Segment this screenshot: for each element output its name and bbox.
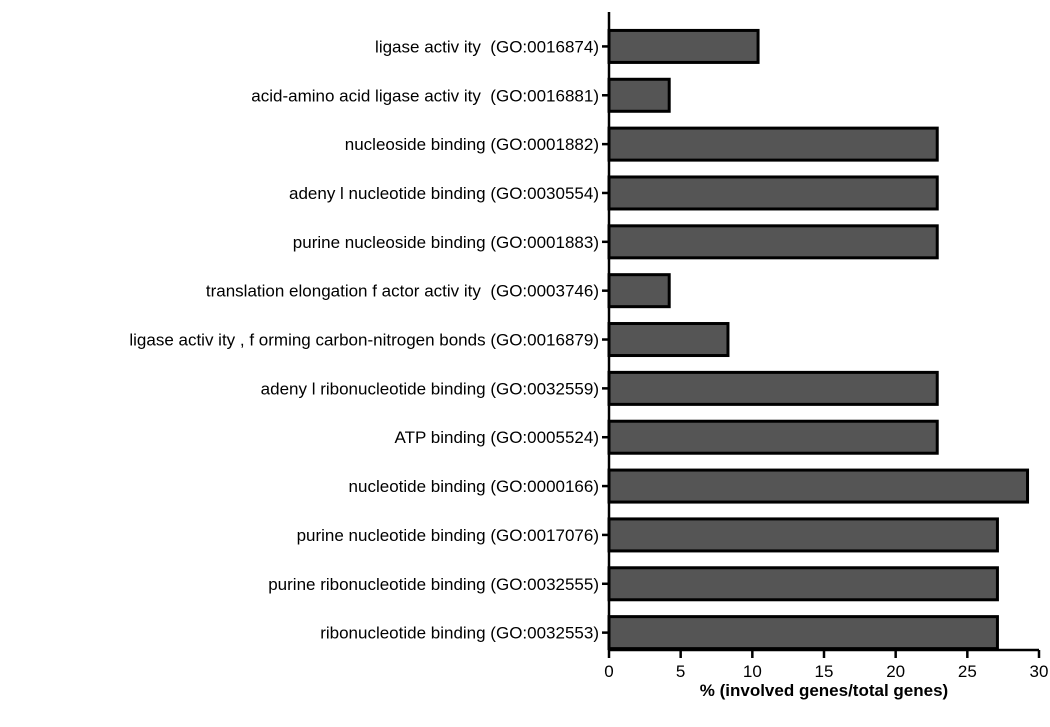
- category-label-1: acid-amino acid ligase activ ity (GO:001…: [251, 86, 599, 105]
- bar-4: [607, 224, 939, 260]
- x-tick-label-5: 25: [958, 662, 977, 681]
- category-label-10: purine nucleotide binding (GO:0017076): [297, 526, 599, 545]
- bar-2: [607, 126, 939, 162]
- bar-1: [607, 77, 671, 113]
- category-label-12: ribonucleotide binding (GO:0032553): [320, 624, 599, 643]
- category-label-0: ligase activ ity (GO:0016874): [375, 37, 599, 56]
- category-label-8: ATP binding (GO:0005524): [395, 428, 599, 447]
- bar-7: [607, 370, 939, 406]
- bar-6: [607, 322, 730, 358]
- bar-5: [607, 273, 671, 309]
- bar-11: [607, 566, 999, 602]
- x-tick-label-2: 10: [743, 662, 762, 681]
- category-labels: ligase activ ity (GO:0016874) acid-amino …: [129, 37, 599, 642]
- bar-0: [607, 28, 760, 64]
- bar-12: [607, 615, 999, 651]
- x-axis-ticks: 0 5 10 15 20 25 30: [604, 650, 1048, 681]
- category-label-6: ligase activ ity , f orming carbon-nitro…: [129, 331, 599, 350]
- category-label-11: purine ribonucleotide binding (GO:003255…: [268, 575, 599, 594]
- bar-8: [607, 419, 939, 455]
- category-label-7: adeny l ribonucleotide binding (GO:00325…: [261, 379, 599, 398]
- x-tick-label-0: 0: [604, 662, 613, 681]
- x-axis-title: % (involved genes/total genes): [700, 681, 948, 700]
- bar-3: [607, 175, 939, 211]
- x-tick-label-3: 15: [815, 662, 834, 681]
- x-tick-label-1: 5: [676, 662, 685, 681]
- x-tick-label-6: 30: [1030, 662, 1049, 681]
- category-label-4: purine nucleoside binding (GO:0001883): [293, 233, 599, 252]
- category-label-9: nucleotide binding (GO:0000166): [349, 477, 599, 496]
- x-tick-label-4: 20: [886, 662, 905, 681]
- category-label-2: nucleoside binding (GO:0001882): [345, 135, 599, 154]
- bar-9: [607, 468, 1030, 504]
- bar-10: [607, 517, 999, 553]
- category-label-5: translation elongation f actor activ ity…: [206, 282, 599, 301]
- category-label-3: adeny l nucleotide binding (GO:0030554): [289, 184, 599, 203]
- bars-layer: [607, 28, 1030, 651]
